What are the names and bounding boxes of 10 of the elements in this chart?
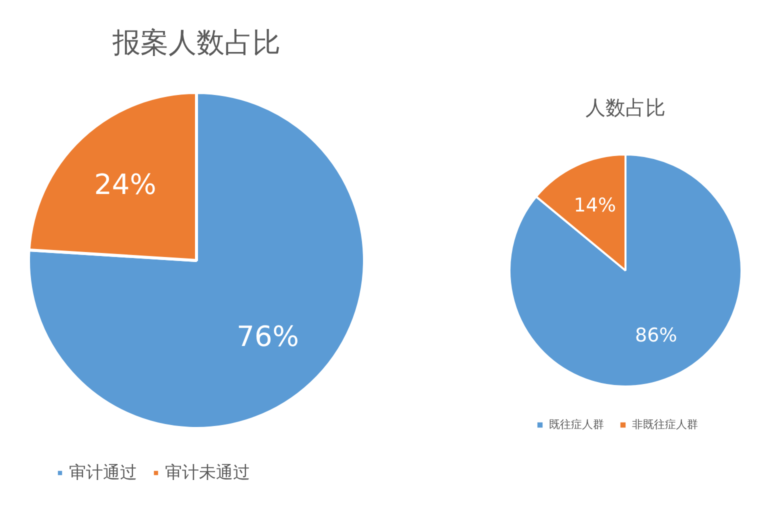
data-label: 14% bbox=[574, 194, 616, 216]
legend-label: 既往症人群 bbox=[549, 417, 604, 432]
chart-title: 报案人数占比 bbox=[112, 26, 280, 59]
legend-label: 审计未通过 bbox=[165, 462, 250, 484]
data-label: 86% bbox=[635, 324, 678, 347]
chart-title: 人数占比 bbox=[586, 96, 666, 120]
legend-label: 审计通过 bbox=[69, 462, 137, 484]
legend-label: 非既往症人群 bbox=[632, 417, 698, 432]
data-label: 24% bbox=[94, 168, 156, 202]
data-label: 76% bbox=[236, 320, 299, 353]
